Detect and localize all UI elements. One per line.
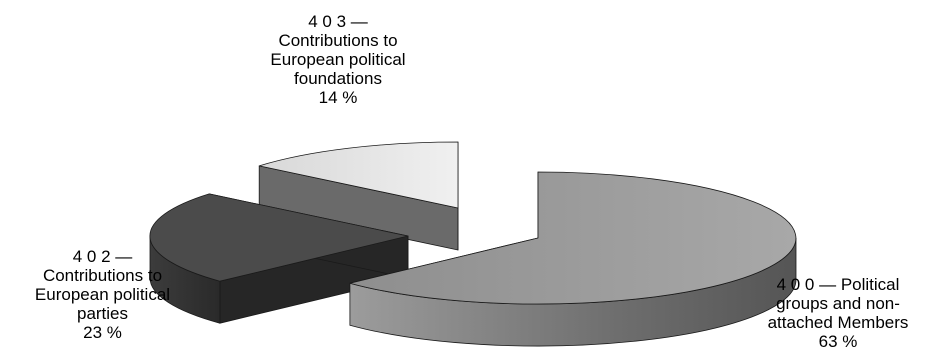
pie-slices bbox=[149, 141, 797, 347]
slice-label-line: foundations bbox=[294, 69, 382, 88]
slice-label-line: 4 0 0 — Political bbox=[776, 275, 900, 294]
slice-label-line: 4 0 3 — bbox=[308, 12, 368, 31]
slice-top-face bbox=[149, 193, 409, 282]
slice-label-line: parties bbox=[76, 304, 129, 323]
slice-label-line: groups and non- bbox=[776, 294, 900, 313]
slice-label-line: European political bbox=[270, 50, 406, 69]
slice-label-line: 4 0 2 — bbox=[72, 247, 133, 266]
slice-label-line: Contributions to bbox=[278, 31, 398, 50]
slice-label-402: 4 0 2 — Contributions to European politi… bbox=[0, 247, 205, 342]
slice-label-403: 4 0 3 — Contributions to European politi… bbox=[238, 12, 438, 107]
pie-slice bbox=[349, 171, 797, 347]
slice-percent-label: 63 % bbox=[818, 332, 858, 351]
slice-label-line: European political bbox=[34, 285, 171, 304]
pie-slice bbox=[258, 141, 459, 251]
slice-percent-label: 23 % bbox=[83, 323, 122, 342]
slice-top-face bbox=[258, 141, 459, 209]
slice-label-line: Contributions to bbox=[42, 266, 163, 285]
slice-label-400: 4 0 0 — Political groups and non- attach… bbox=[740, 275, 936, 351]
pie-slice bbox=[149, 193, 409, 324]
slice-percent-label: 14 % bbox=[318, 88, 358, 107]
slice-top-face bbox=[349, 171, 797, 305]
slice-label-line: attached Members bbox=[767, 313, 909, 332]
